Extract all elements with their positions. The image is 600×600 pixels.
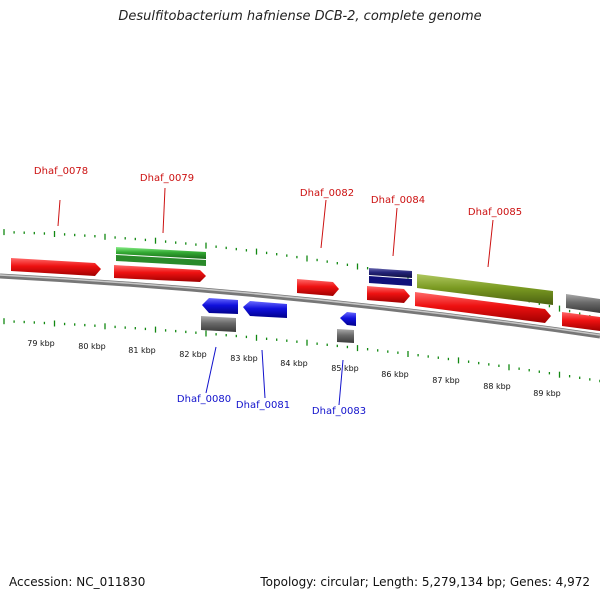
leader-dhaf-0080 [205,346,217,394]
genome-backbone [0,273,600,339]
gene-label-dhaf-0078[interactable]: Dhaf_0078 [34,166,88,177]
genome-backbone-highlight [0,274,600,336]
leader-dhaf-0081 [261,349,266,399]
leader-dhaf-0085 [487,219,494,268]
gene-dhaf-0078[interactable] [11,258,101,276]
gene-labels: Dhaf_0078 Dhaf_0079 Dhaf_0082 Dhaf_0084 … [34,166,522,417]
gene-dhaf-0084-feature[interactable] [369,268,412,278]
gene-dhaf-0081[interactable] [243,301,287,318]
gene-label-dhaf-0082[interactable]: Dhaf_0082 [300,188,354,199]
gene-dhaf-0083[interactable] [340,312,356,326]
gene-label-dhaf-0080[interactable]: Dhaf_0080 [177,394,231,405]
gene-label-dhaf-0081[interactable]: Dhaf_0081 [236,400,290,411]
leader-dhaf-0083 [338,359,344,406]
leader-dhaf-0079 [162,187,166,234]
gene-dhaf-0079-cds[interactable] [116,255,206,266]
forward-strand-genes [11,247,600,331]
gene-label-dhaf-0085[interactable]: Dhaf_0085 [468,207,522,218]
kbp-label: 84 kbp [280,359,308,368]
label-leaders [57,187,494,406]
gene-dhaf-0083-feature[interactable] [337,329,354,343]
gene-next-feature[interactable] [566,294,600,313]
gene-dhaf-0079-feature[interactable] [116,247,206,259]
gene-dhaf-0082[interactable] [297,279,339,296]
gene-dhaf-0084-cds[interactable] [369,276,412,286]
gene-dhaf-0084[interactable] [367,286,410,303]
accession-text: Accession: NC_011830 [9,575,146,589]
kbp-label: 88 kbp [483,382,511,391]
gene-next[interactable] [562,312,600,331]
gene-dhaf-0085[interactable] [415,292,551,323]
leader-dhaf-0082 [320,199,327,249]
genome-title: Desulfitobacterium hafniense DCB-2, comp… [118,9,482,24]
gene-dhaf-0080-feature[interactable] [201,316,236,332]
kbp-label: 89 kbp [533,389,561,398]
kbp-label: 80 kbp [78,342,106,351]
kbp-label: 83 kbp [230,354,258,363]
kbp-label: 85 kbp [331,364,359,373]
gene-label-dhaf-0084[interactable]: Dhaf_0084 [371,195,425,206]
kbp-label: 81 kbp [128,346,156,355]
reverse-strand-genes [201,298,356,343]
kbp-label: 86 kbp [381,370,409,379]
leader-dhaf-0084 [392,207,398,257]
gene-label-dhaf-0083[interactable]: Dhaf_0083 [312,406,366,417]
leader-dhaf-0078 [57,199,61,227]
genome-summary-text: Topology: circular; Length: 5,279,134 bp… [260,575,590,589]
gene-dhaf-0085-feature[interactable] [417,274,553,305]
kbp-labels: 79 kbp 80 kbp 81 kbp 82 kbp 83 kbp 84 kb… [27,339,561,398]
gene-dhaf-0080[interactable] [202,298,238,314]
gene-label-dhaf-0079[interactable]: Dhaf_0079 [140,173,194,184]
gene-dhaf-0079[interactable] [114,265,206,282]
kbp-label: 87 kbp [432,376,460,385]
kbp-label: 79 kbp [27,339,55,348]
kbp-label: 82 kbp [179,350,207,359]
tick-marks-top [3,229,600,321]
